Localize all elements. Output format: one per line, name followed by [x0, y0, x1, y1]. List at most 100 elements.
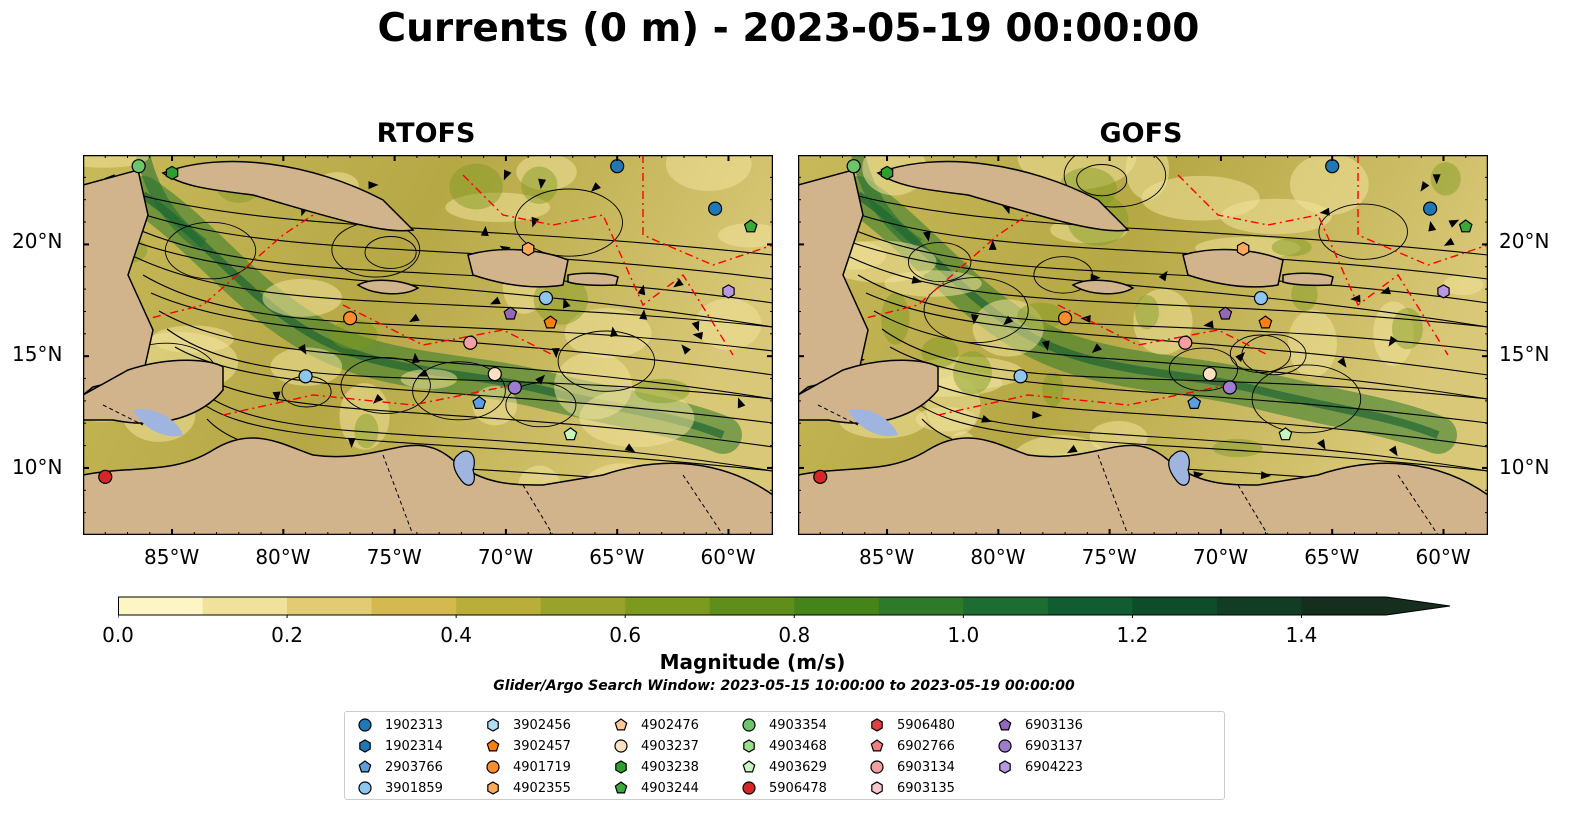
float-marker-4903354: [131, 159, 146, 174]
legend-label: 6903137: [1025, 738, 1083, 754]
float-marker-6904223: [1437, 284, 1450, 299]
float-marker-6903137: [1222, 380, 1237, 395]
lon-label: 85°W: [144, 545, 200, 569]
colorbar-tick-label: 0.8: [778, 623, 811, 647]
legend-item: 6904223: [997, 758, 1083, 776]
float-marker-4903629: [1278, 427, 1293, 441]
legend-label: 4901719: [513, 759, 571, 775]
float-marker-6903134: [463, 335, 478, 350]
legend-marker: [999, 760, 1011, 774]
colorbar-tick-label: 1.0: [947, 623, 980, 647]
float-marker-2903766: [1187, 395, 1202, 409]
colorbar: [118, 596, 1451, 618]
legend-item: 6903134: [869, 758, 955, 776]
map-panel-gofs: [798, 155, 1488, 535]
legend-marker: [998, 718, 1012, 731]
legend-item: 3901859: [357, 779, 443, 797]
figure-title: Currents (0 m) - 2023-05-19 00:00:00: [377, 6, 1200, 51]
legend-label: 1902313: [385, 717, 443, 733]
legend-label: 4902355: [513, 780, 571, 796]
lon-label: 60°W: [1415, 545, 1471, 569]
legend-label: 6903136: [1025, 717, 1083, 733]
float-marker-6904223: [722, 284, 735, 299]
legend-item: 4903238: [613, 758, 699, 776]
float-marker-3901859: [538, 290, 554, 306]
float-legend: 1902313 1902314 2903766 3901859 3902456 39024…: [344, 711, 1225, 800]
colorbar-segment: [118, 597, 204, 615]
legend-label: 4903238: [641, 759, 699, 775]
float-marker-4903354: [846, 159, 861, 174]
legend-label: 4903237: [641, 738, 699, 754]
float-marker-4902355: [1236, 241, 1250, 257]
legend-label: 4903629: [769, 759, 827, 775]
legend-label: 2903766: [385, 759, 443, 775]
float-marker-4901719: [1057, 311, 1073, 326]
colorbar-segment: [963, 597, 1049, 615]
legend-item: 4901719: [485, 758, 571, 776]
legend-label: 6903134: [897, 759, 955, 775]
colorbar-segment: [456, 597, 542, 615]
float-marker-1902313: [1423, 201, 1438, 216]
lat-label-left: 10°N: [12, 455, 63, 479]
lon-label: 80°W: [970, 545, 1026, 569]
legend-label: 4903244: [641, 780, 699, 796]
legend-marker: [487, 781, 499, 795]
lon-label: 75°W: [1081, 545, 1137, 569]
colorbar-tick-label: 0.6: [609, 623, 642, 647]
legend-item: 4902355: [485, 779, 571, 797]
legend-label: 1902314: [385, 738, 443, 754]
float-marker-3901859: [1253, 290, 1269, 306]
legend-label: 4903468: [769, 738, 827, 754]
colorbar-segment: [1132, 597, 1218, 615]
lon-label: 80°W: [255, 545, 311, 569]
float-marker-6903134: [1178, 335, 1193, 350]
colorbar-segment: [878, 597, 964, 615]
legend-marker: [614, 718, 628, 731]
float-marker-1902313: [708, 201, 723, 216]
legend-label: 6902766: [897, 738, 955, 754]
legend-item: 2903766: [357, 758, 443, 776]
legend-marker: [870, 760, 884, 774]
colorbar-segment: [709, 597, 795, 615]
lon-label: 85°W: [859, 545, 915, 569]
legend-marker: [742, 760, 756, 773]
colorbar-tick-label: 1.4: [1285, 623, 1318, 647]
legend-item: 5906478: [741, 779, 827, 797]
lat-label-right: 15°N: [1499, 342, 1550, 366]
search-window-text: Glider/Argo Search Window: 2023-05-15 10…: [493, 678, 1075, 694]
legend-marker: [870, 739, 884, 752]
legend-label: 3902457: [513, 738, 571, 754]
land-masses: [798, 160, 1488, 535]
colorbar-segment: [371, 597, 457, 615]
float-marker-3902457: [1258, 315, 1273, 329]
legend-marker: [871, 781, 883, 795]
float-marker-3901859: [298, 369, 313, 384]
legend-marker: [486, 739, 500, 752]
legend-label: 3902456: [513, 717, 571, 733]
legend-marker: [359, 739, 371, 753]
colorbar-segment: [794, 597, 880, 615]
panel-title-gofs: GOFS: [1099, 118, 1183, 149]
legend-marker: [871, 718, 883, 732]
colorbar-segment: [1216, 597, 1302, 615]
legend-item: 6903135: [869, 779, 955, 797]
float-marker-4903237: [487, 366, 502, 382]
legend-marker: [743, 739, 755, 753]
legend-label: 5906478: [769, 780, 827, 796]
float-marker-1902313: [1325, 159, 1340, 174]
colorbar-segment: [540, 597, 626, 615]
legend-label: 6904223: [1025, 759, 1083, 775]
legend-marker: [615, 760, 627, 774]
colorbar-label: Magnitude (m/s): [659, 650, 846, 674]
float-marker-4903244: [743, 219, 758, 233]
float-marker-6903136: [503, 306, 518, 320]
legend-label: 4903354: [769, 717, 827, 733]
legend-item: 1902314: [357, 737, 443, 755]
colorbar-tick-label: 0.0: [102, 623, 134, 647]
legend-item: 6903137: [997, 737, 1083, 755]
lon-label: 60°W: [700, 545, 756, 569]
float-marker-4902355: [521, 241, 535, 257]
colorbar-tick-label: 1.2: [1116, 623, 1149, 647]
legend-item: 3902456: [485, 716, 571, 734]
legend-item: 4902476: [613, 716, 699, 734]
